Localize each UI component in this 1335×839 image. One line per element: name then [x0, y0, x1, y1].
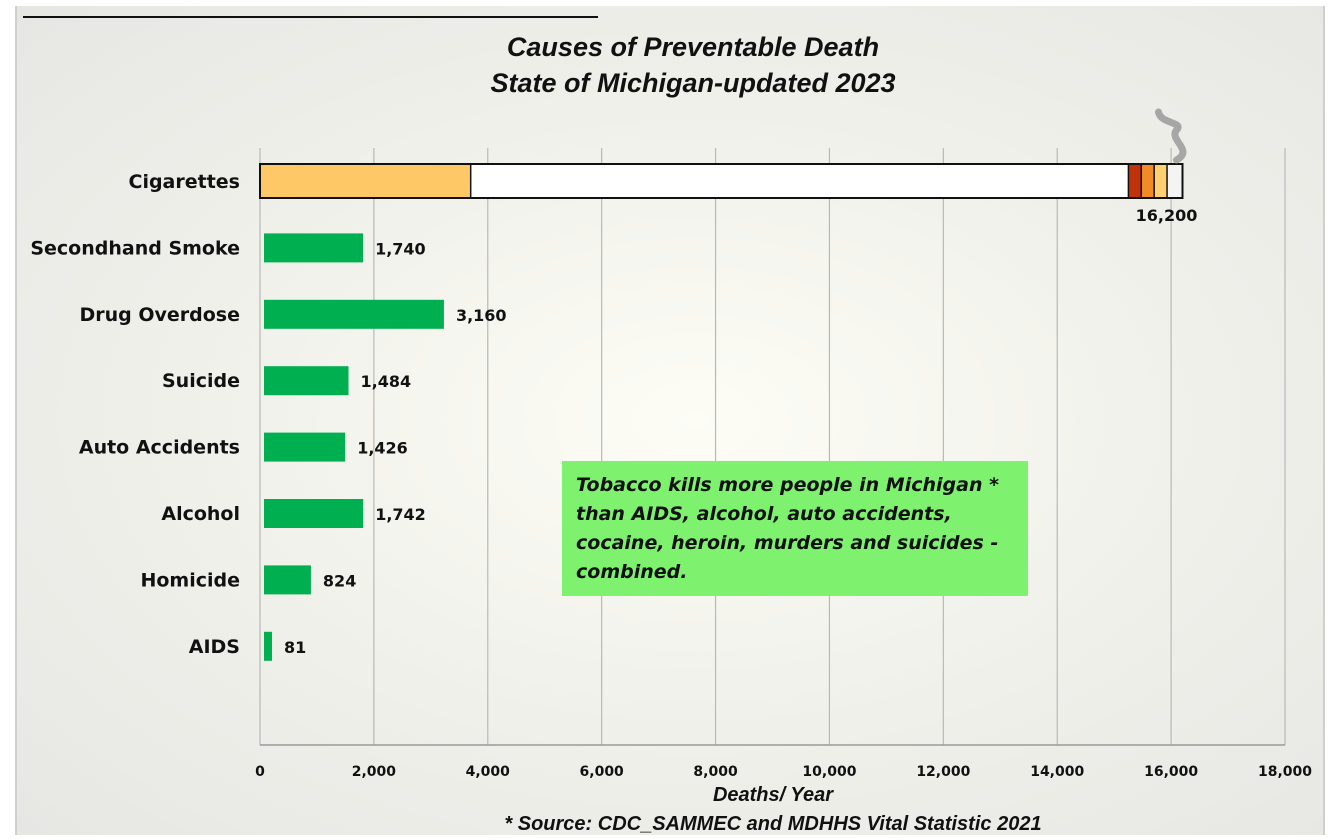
bar-secondhand-smoke: [264, 233, 364, 263]
source-note: * Source: CDC_SAMMEC and MDHHS Vital Sta…: [504, 813, 1041, 835]
value-label: 1,484: [361, 372, 412, 391]
category-label: Suicide: [162, 370, 240, 392]
x-tick-labels: 0 2,000 4,000 6,000 8,000 10,000 12,000 14,000 1…: [255, 764, 1312, 780]
category-label: Auto Accidents: [79, 437, 240, 459]
bar-aids: [264, 631, 272, 661]
cigarette-ember: [1141, 164, 1155, 198]
cigarette-paper: [470, 164, 1129, 198]
x-tick-label: 12,000: [916, 764, 970, 780]
value-label: 824: [323, 571, 356, 590]
cigarette-ash: [1167, 164, 1183, 198]
x-tick-label: 0: [255, 764, 265, 780]
value-label: 81: [284, 638, 306, 657]
bars: [264, 233, 444, 661]
callout-box: Tobacco kills more people in Michigan * …: [562, 461, 1028, 596]
x-tick-label: 14,000: [1030, 764, 1084, 780]
top-rule: [23, 16, 598, 18]
value-label: 1,742: [375, 505, 426, 524]
category-label: Homicide: [140, 569, 240, 591]
cigarette-outline: [259, 163, 1184, 199]
cigarette-filter: [260, 164, 471, 198]
category-label: AIDS: [189, 636, 240, 658]
value-label: 3,160: [456, 306, 507, 325]
category-labels: Cigarettes Secondhand Smoke Drug Overdose S…: [30, 171, 240, 658]
category-label: Secondhand Smoke: [30, 237, 240, 259]
chart-subtitle: State of Michigan-updated 2023: [490, 68, 895, 98]
value-label: 16,200: [1136, 206, 1198, 225]
category-label: Drug Overdose: [79, 304, 240, 326]
cigarette-bar: [259, 108, 1187, 199]
bar-drug-overdose: [264, 299, 444, 329]
value-label: 1,426: [357, 439, 408, 458]
x-tick-label: 16,000: [1144, 764, 1198, 780]
bar-suicide: [264, 366, 349, 396]
x-axis-title: Deaths/ Year: [713, 784, 834, 806]
x-tick-label: 6,000: [580, 764, 625, 780]
x-tick-label: 2,000: [352, 764, 397, 780]
callout-line: Tobacco kills more people in Michigan *: [576, 474, 1000, 496]
x-tick-label: 8,000: [693, 764, 738, 780]
callout-line: cocaine, heroin, murders and suicides -: [576, 532, 999, 554]
category-label: Alcohol: [161, 503, 240, 525]
cigarette-ember: [1154, 164, 1168, 198]
chart-title: Causes of Preventable Death: [507, 32, 879, 62]
bar-auto-accidents: [264, 432, 346, 462]
value-label: 1,740: [375, 239, 426, 258]
x-tick-label: 10,000: [802, 764, 856, 780]
chart-frame: [15, 6, 1325, 835]
x-tick-label: 18,000: [1258, 764, 1312, 780]
bar-alcohol: [264, 499, 364, 528]
smoke-icon: [1155, 108, 1187, 164]
grid-lines: [259, 148, 1286, 746]
bar-homicide: [264, 565, 311, 595]
category-label: Cigarettes: [129, 171, 241, 193]
value-labels: 16,200 1,740 3,160 1,484 1,426 1,742 824 81: [284, 206, 1197, 657]
cigarette-ember: [1128, 164, 1142, 198]
callout-line: than AIDS, alcohol, auto accidents,: [576, 503, 952, 525]
x-tick-label: 4,000: [466, 764, 511, 780]
callout-line: combined.: [576, 561, 688, 583]
